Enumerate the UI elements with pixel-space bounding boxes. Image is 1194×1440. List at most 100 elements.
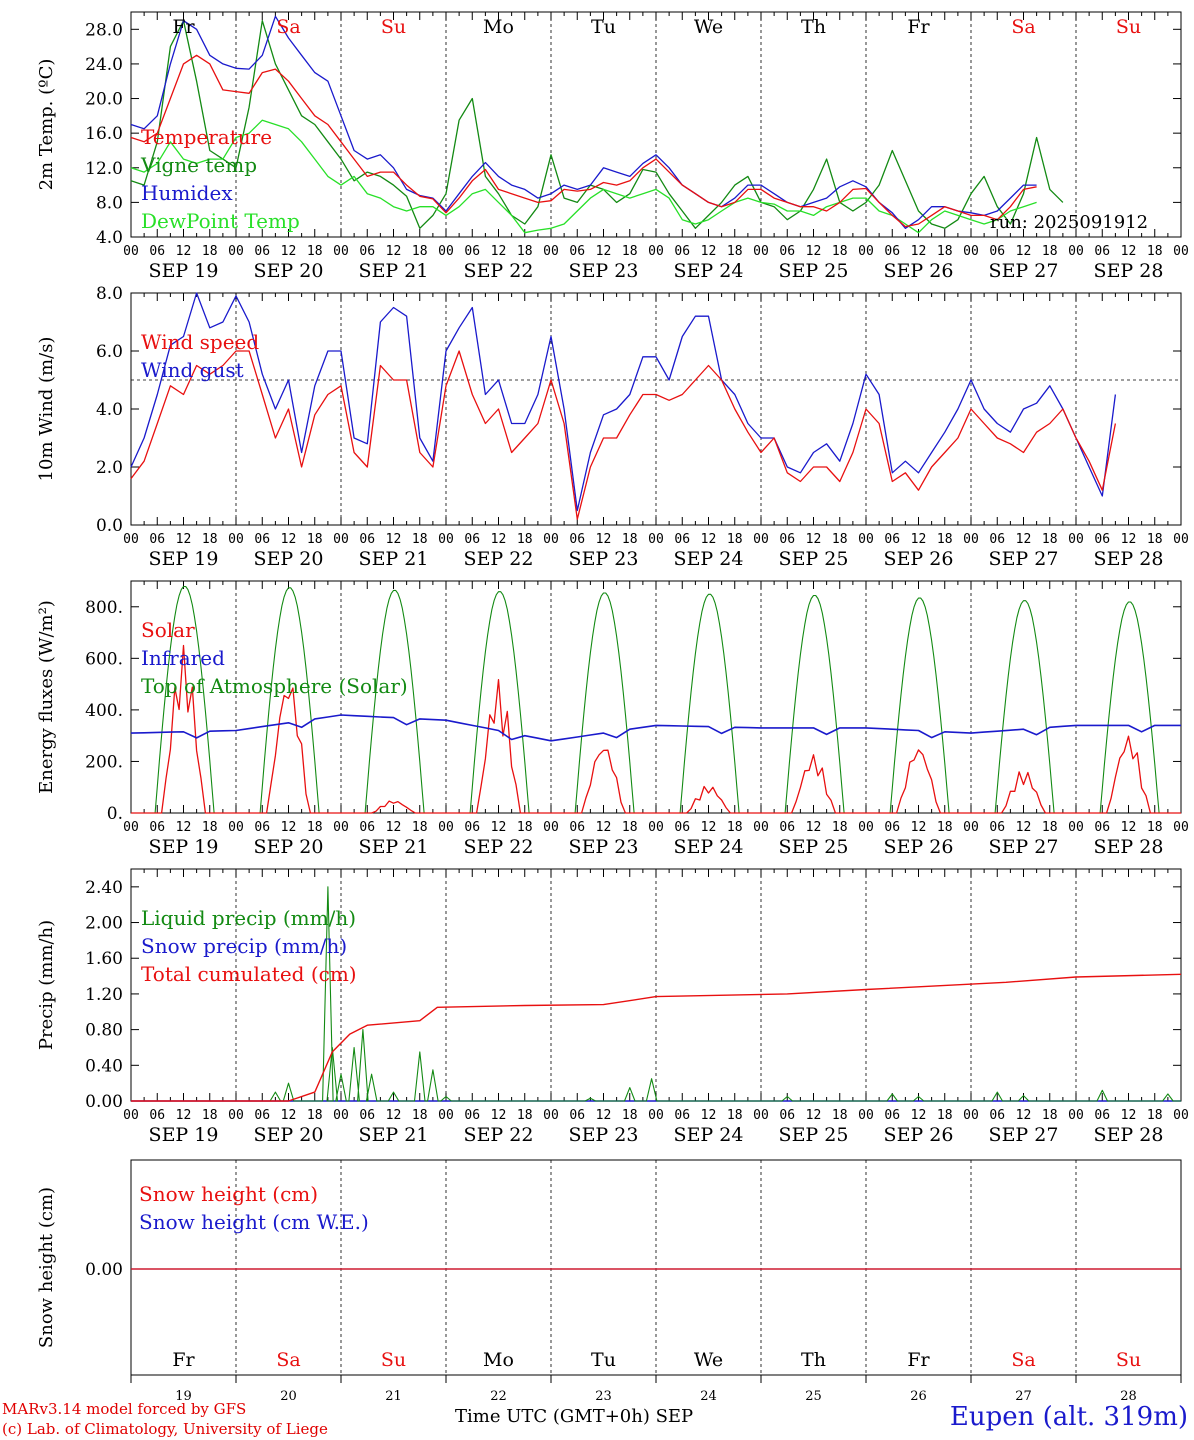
precip-hour-label: 18	[622, 1108, 638, 1123]
temperature-hour-label: 18	[622, 244, 638, 259]
energy-hour-label: 00	[963, 820, 979, 835]
temperature-hour-label: 18	[517, 244, 533, 259]
temperature-hour-label: 00	[648, 244, 664, 259]
temperature-y-tick-label: 20.0	[85, 90, 123, 110]
wind-series-wind-speed	[130, 350, 1117, 520]
temperature-hour-label: 12	[386, 244, 402, 259]
precip-y-label: Precip (mm/h)	[36, 920, 57, 1050]
energy-hour-label: 06	[149, 820, 165, 835]
lab-credit: (c) Lab. of Climatology, University of L…	[2, 1420, 328, 1438]
wind-hour-label: 00	[753, 532, 769, 547]
weekday-bottom-su: Su	[381, 1349, 406, 1371]
legend-liquid-precip-mm-h-: Liquid precip (mm/h)	[141, 906, 356, 930]
energy-hour-label: 12	[911, 820, 927, 835]
wind-hour-label: 06	[149, 532, 165, 547]
energy-hour-label: 06	[779, 820, 795, 835]
energy-hour-label: 18	[937, 820, 953, 835]
wind-hour-label: 06	[254, 532, 270, 547]
temperature-hour-label: 00	[1173, 244, 1189, 259]
energy-hour-label: 00	[228, 820, 244, 835]
wind-hour-label: 00	[1068, 532, 1084, 547]
weekday-bottom-fr: Fr	[907, 1349, 930, 1371]
temperature-date-label: SEP 21	[359, 260, 429, 282]
temperature-date-label: SEP 26	[884, 260, 954, 282]
wind-hour-label: 12	[911, 532, 927, 547]
wind-hour-label: 18	[1042, 532, 1058, 547]
weekday-top-mo: Mo	[483, 16, 514, 38]
energy-hour-label: 12	[701, 820, 717, 835]
precip-hour-label: 12	[1016, 1108, 1032, 1123]
precip-hour-label: 06	[569, 1108, 585, 1123]
precip-hour-label: 06	[989, 1108, 1005, 1123]
wind-date-label: SEP 23	[569, 548, 639, 570]
temperature-hour-label: 00	[333, 244, 349, 259]
precip-hour-label: 18	[1042, 1108, 1058, 1123]
wind-date-label: SEP 28	[1094, 548, 1164, 570]
temperature-hour-label: 18	[412, 244, 428, 259]
energy-hour-label: 00	[858, 820, 874, 835]
precip-hour-label: 00	[228, 1108, 244, 1123]
precip-series-total	[131, 973, 1182, 1102]
wind-hour-label: 06	[779, 532, 795, 547]
energy-date-label: SEP 27	[989, 836, 1059, 858]
wind-y-tick-label: 6.0	[96, 342, 123, 362]
weekday-top-tu: Tu	[591, 16, 616, 38]
temperature-hour-label: 12	[281, 244, 297, 259]
wind-y-tick-label: 0.0	[96, 516, 123, 536]
temperature-hour-label: 18	[307, 244, 323, 259]
temperature-hour-label: 12	[701, 244, 717, 259]
precip-hour-label: 12	[1121, 1108, 1137, 1123]
energy-hour-label: 18	[307, 820, 323, 835]
wind-date-label: SEP 19	[149, 548, 219, 570]
temperature-date-label: SEP 20	[254, 260, 324, 282]
precip-hour-label: 06	[359, 1108, 375, 1123]
precip-hour-label: 00	[648, 1108, 664, 1123]
snow-day-number: 21	[385, 1389, 402, 1404]
weekday-top-fr: Fr	[907, 16, 930, 38]
wind-hour-label: 18	[307, 532, 323, 547]
wind-hour-label: 18	[832, 532, 848, 547]
weekday-top-fr: Fr	[172, 16, 195, 38]
weekday-bottom-th: Th	[801, 1349, 826, 1371]
precip-date-label: SEP 20	[254, 1124, 324, 1146]
station-name: Eupen (alt. 319m)	[949, 1402, 1188, 1432]
energy-date-label: SEP 21	[359, 836, 429, 858]
wind-date-label: SEP 20	[254, 548, 324, 570]
wind-hour-label: 12	[281, 532, 297, 547]
wind-hour-label: 06	[569, 532, 585, 547]
temperature-y-tick-label: 24.0	[85, 55, 123, 75]
energy-y-axis: 0. 200. 400. 600. 800. Energy fluxes (W/m²)	[36, 598, 1181, 824]
energy-hour-label: 12	[281, 820, 297, 835]
energy-date-label: SEP 22	[464, 836, 534, 858]
legend-top-of-atmosphere-solar-: Top of Atmosphere (Solar)	[141, 674, 408, 698]
temperature-hour-label: 00	[1068, 244, 1084, 259]
energy-hour-label: 00	[1068, 820, 1084, 835]
temperature-y-tick-label: 12.0	[85, 159, 123, 179]
precip-hour-label: 12	[596, 1108, 612, 1123]
temperature-frame	[130, 11, 1182, 238]
precip-hour-label: 00	[753, 1108, 769, 1123]
temperature-hour-label: 12	[1121, 244, 1137, 259]
energy-y-tick-label: 400.	[85, 701, 123, 721]
energy-hour-label: 06	[1094, 820, 1110, 835]
wind-hour-label: 06	[464, 532, 480, 547]
temperature-date-label: SEP 25	[779, 260, 849, 282]
energy-hour-label: 06	[989, 820, 1005, 835]
temperature-hour-label: 06	[359, 244, 375, 259]
weekday-bottom-we: We	[694, 1349, 723, 1371]
temperature-hour-label: 12	[911, 244, 927, 259]
precip-date-label: SEP 27	[989, 1124, 1059, 1146]
wind-hour-label: 06	[884, 532, 900, 547]
snow-day-number: 19	[175, 1389, 192, 1404]
energy-series-solar	[131, 644, 1181, 814]
temperature-hour-label: 06	[884, 244, 900, 259]
temperature-hour-label: 18	[832, 244, 848, 259]
wind-date-label: SEP 27	[989, 548, 1059, 570]
temperature-hour-label: 00	[123, 244, 139, 259]
precip-hour-label: 12	[176, 1108, 192, 1123]
energy-date-label: SEP 20	[254, 836, 324, 858]
legend-infrared: Infrared	[141, 646, 225, 670]
temp-series-dewpoint-temp	[130, 119, 1037, 234]
temperature-date-label: SEP 27	[989, 260, 1059, 282]
